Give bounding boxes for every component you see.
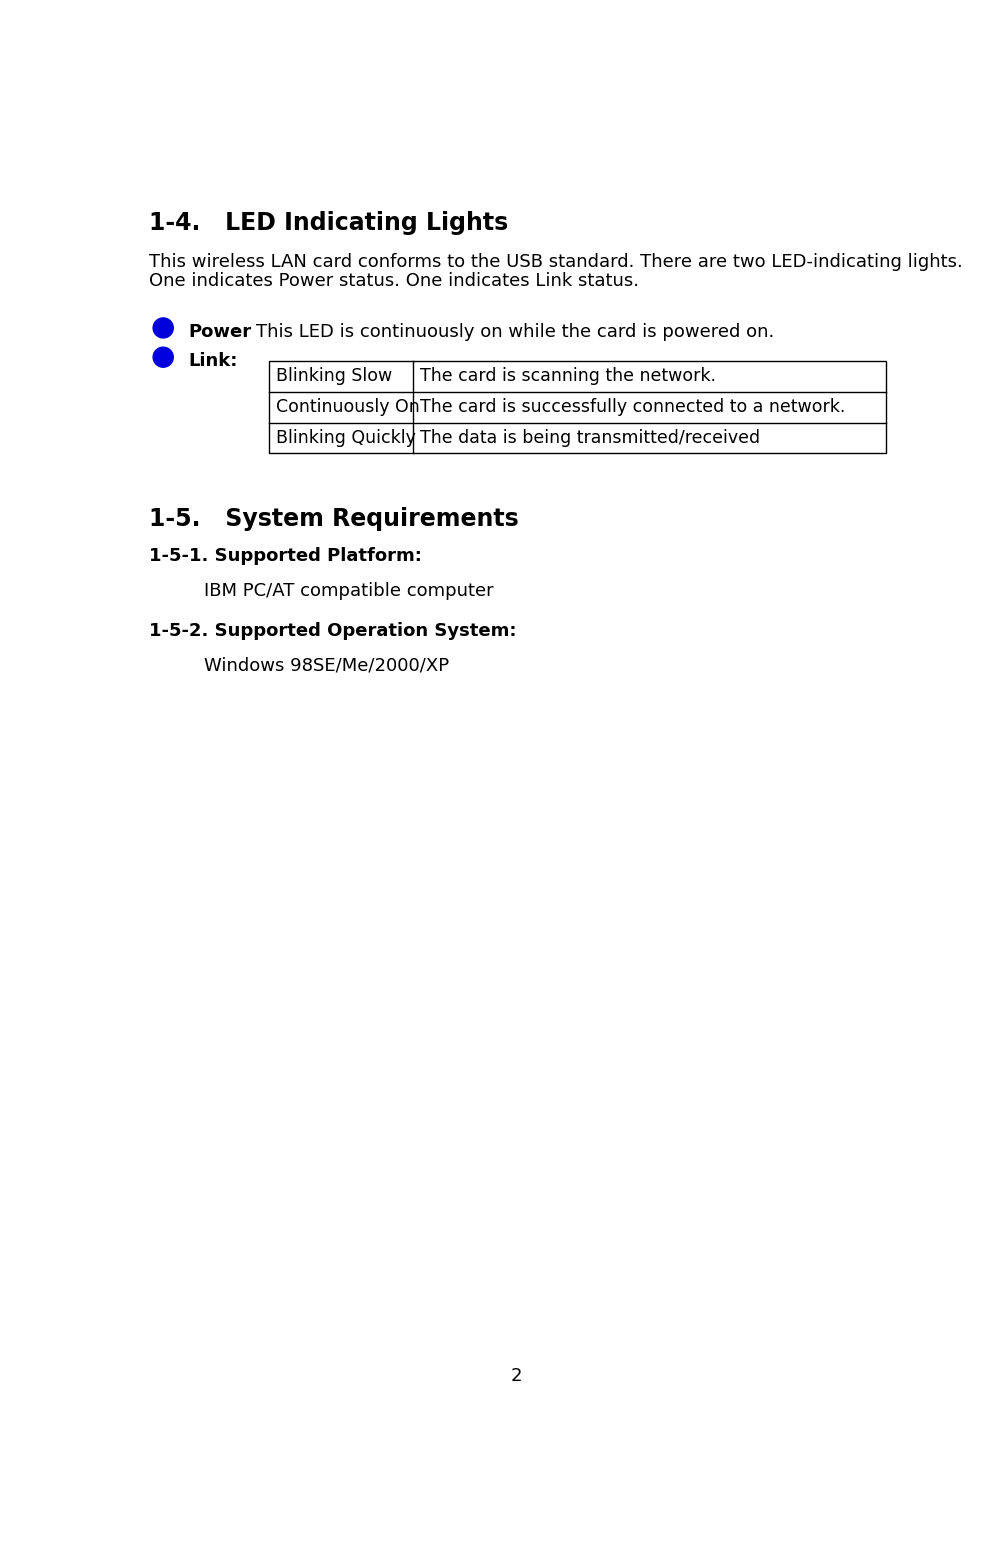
- Text: 1-4.   LED Indicating Lights: 1-4. LED Indicating Lights: [149, 211, 508, 235]
- Text: Link:: Link:: [188, 352, 237, 369]
- Text: 1-5-2. Supported Operation System:: 1-5-2. Supported Operation System:: [149, 621, 517, 640]
- Text: 1-5-1. Supported Platform:: 1-5-1. Supported Platform:: [149, 548, 422, 565]
- Text: 1-5.   System Requirements: 1-5. System Requirements: [149, 507, 519, 532]
- Bar: [269, 362, 885, 454]
- Text: This wireless LAN card conforms to the USB standard. There are two LED-indicatin: This wireless LAN card conforms to the U…: [149, 254, 963, 271]
- Text: Blinking Slow: Blinking Slow: [275, 368, 392, 385]
- Text: The data is being transmitted/received: The data is being transmitted/received: [420, 429, 761, 448]
- Text: The card is scanning the network.: The card is scanning the network.: [420, 368, 717, 385]
- Text: One indicates Power status. One indicates Link status.: One indicates Power status. One indicate…: [149, 272, 639, 291]
- Text: Windows 98SE/Me/2000/XP: Windows 98SE/Me/2000/XP: [204, 657, 449, 675]
- Text: This LED is continuously on while the card is powered on.: This LED is continuously on while the ca…: [256, 322, 774, 341]
- Circle shape: [153, 318, 173, 338]
- Text: The card is successfully connected to a network.: The card is successfully connected to a …: [420, 398, 846, 416]
- Text: 2: 2: [511, 1366, 522, 1385]
- Text: Blinking Quickly: Blinking Quickly: [275, 429, 415, 448]
- Text: :: :: [233, 322, 239, 341]
- Circle shape: [153, 347, 173, 368]
- Text: Power: Power: [188, 322, 251, 341]
- Text: Continuously On: Continuously On: [275, 398, 419, 416]
- Text: IBM PC/AT compatible computer: IBM PC/AT compatible computer: [204, 582, 493, 599]
